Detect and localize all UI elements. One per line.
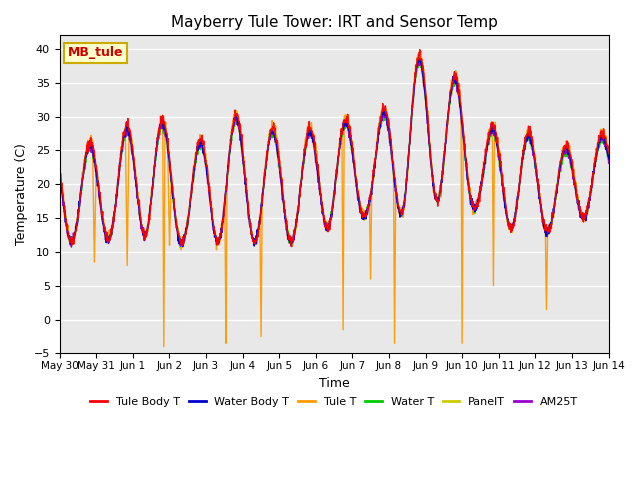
- Y-axis label: Temperature (C): Temperature (C): [15, 144, 28, 245]
- Legend: Tule Body T, Water Body T, Tule T, Water T, PanelT, AM25T: Tule Body T, Water Body T, Tule T, Water…: [86, 393, 582, 411]
- Title: Mayberry Tule Tower: IRT and Sensor Temp: Mayberry Tule Tower: IRT and Sensor Temp: [171, 15, 497, 30]
- Text: MB_tule: MB_tule: [68, 47, 124, 60]
- X-axis label: Time: Time: [319, 377, 349, 390]
